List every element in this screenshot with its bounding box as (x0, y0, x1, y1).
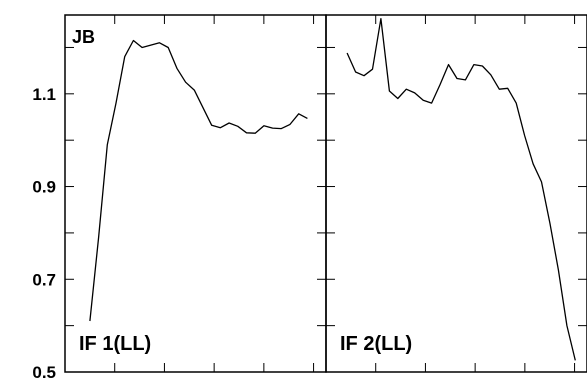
y-tick-label: 1.1 (32, 85, 56, 104)
panel-frame (325, 14, 587, 373)
panel-2: IF 2(LL) (325, 14, 587, 373)
y-axis: 0.5 0.7 0.9 1.1 (32, 85, 56, 378)
panel-frame (64, 14, 327, 373)
panel-label: IF 1(LL) (79, 333, 151, 355)
y-tick-label: 0.7 (32, 270, 56, 289)
y-tick-label: 0.9 (32, 178, 56, 197)
series-line (346, 18, 576, 361)
corner-label: JB (72, 27, 95, 47)
panel-1: IF 1(LL) (64, 14, 327, 373)
panels: IF 1(LL) IF 2(LL) (64, 14, 587, 373)
series-line (89, 39, 308, 322)
y-tick-label: 0.5 (32, 363, 56, 378)
panel-label: IF 2(LL) (340, 333, 412, 355)
